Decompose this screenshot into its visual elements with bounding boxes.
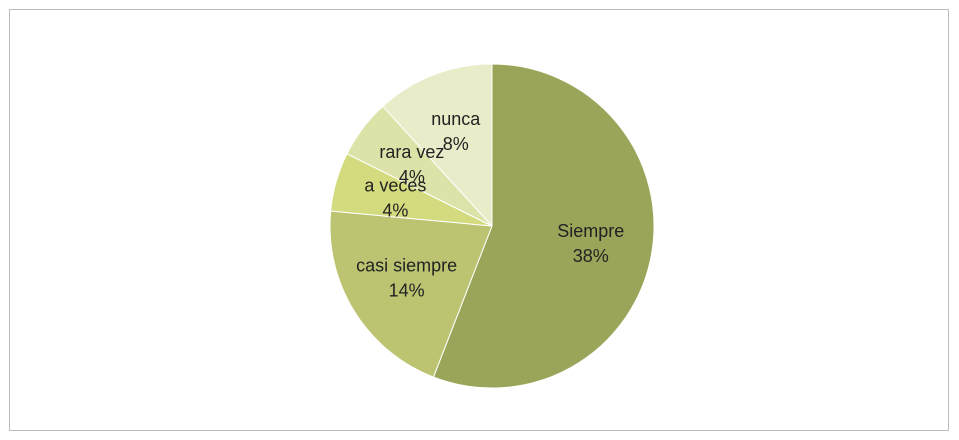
slice-label: Siempre bbox=[557, 221, 624, 241]
slice-value-label: 14% bbox=[389, 281, 425, 301]
slice-label: rara vez bbox=[379, 142, 444, 162]
slice-label: nunca bbox=[431, 109, 481, 129]
slice-value-label: 38% bbox=[573, 246, 609, 266]
slice-label: a veces bbox=[364, 175, 426, 195]
pie-slice bbox=[329, 210, 493, 378]
slice-value-label: 8% bbox=[443, 134, 469, 154]
slice-label: casi siempre bbox=[356, 256, 457, 276]
slice-value-label: 4% bbox=[399, 167, 425, 187]
pie-slice bbox=[432, 63, 655, 389]
pie-slice bbox=[382, 63, 493, 228]
slice-value-label: 4% bbox=[382, 200, 408, 220]
